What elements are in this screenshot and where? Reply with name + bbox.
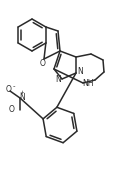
Text: N: N	[55, 75, 61, 84]
Text: -: -	[13, 83, 15, 89]
Text: O: O	[6, 85, 12, 94]
Text: O: O	[9, 106, 15, 115]
Text: O: O	[40, 60, 46, 69]
Text: +: +	[20, 90, 24, 95]
Text: N: N	[77, 67, 83, 76]
Text: N: N	[19, 93, 25, 102]
Text: NH: NH	[82, 80, 94, 89]
